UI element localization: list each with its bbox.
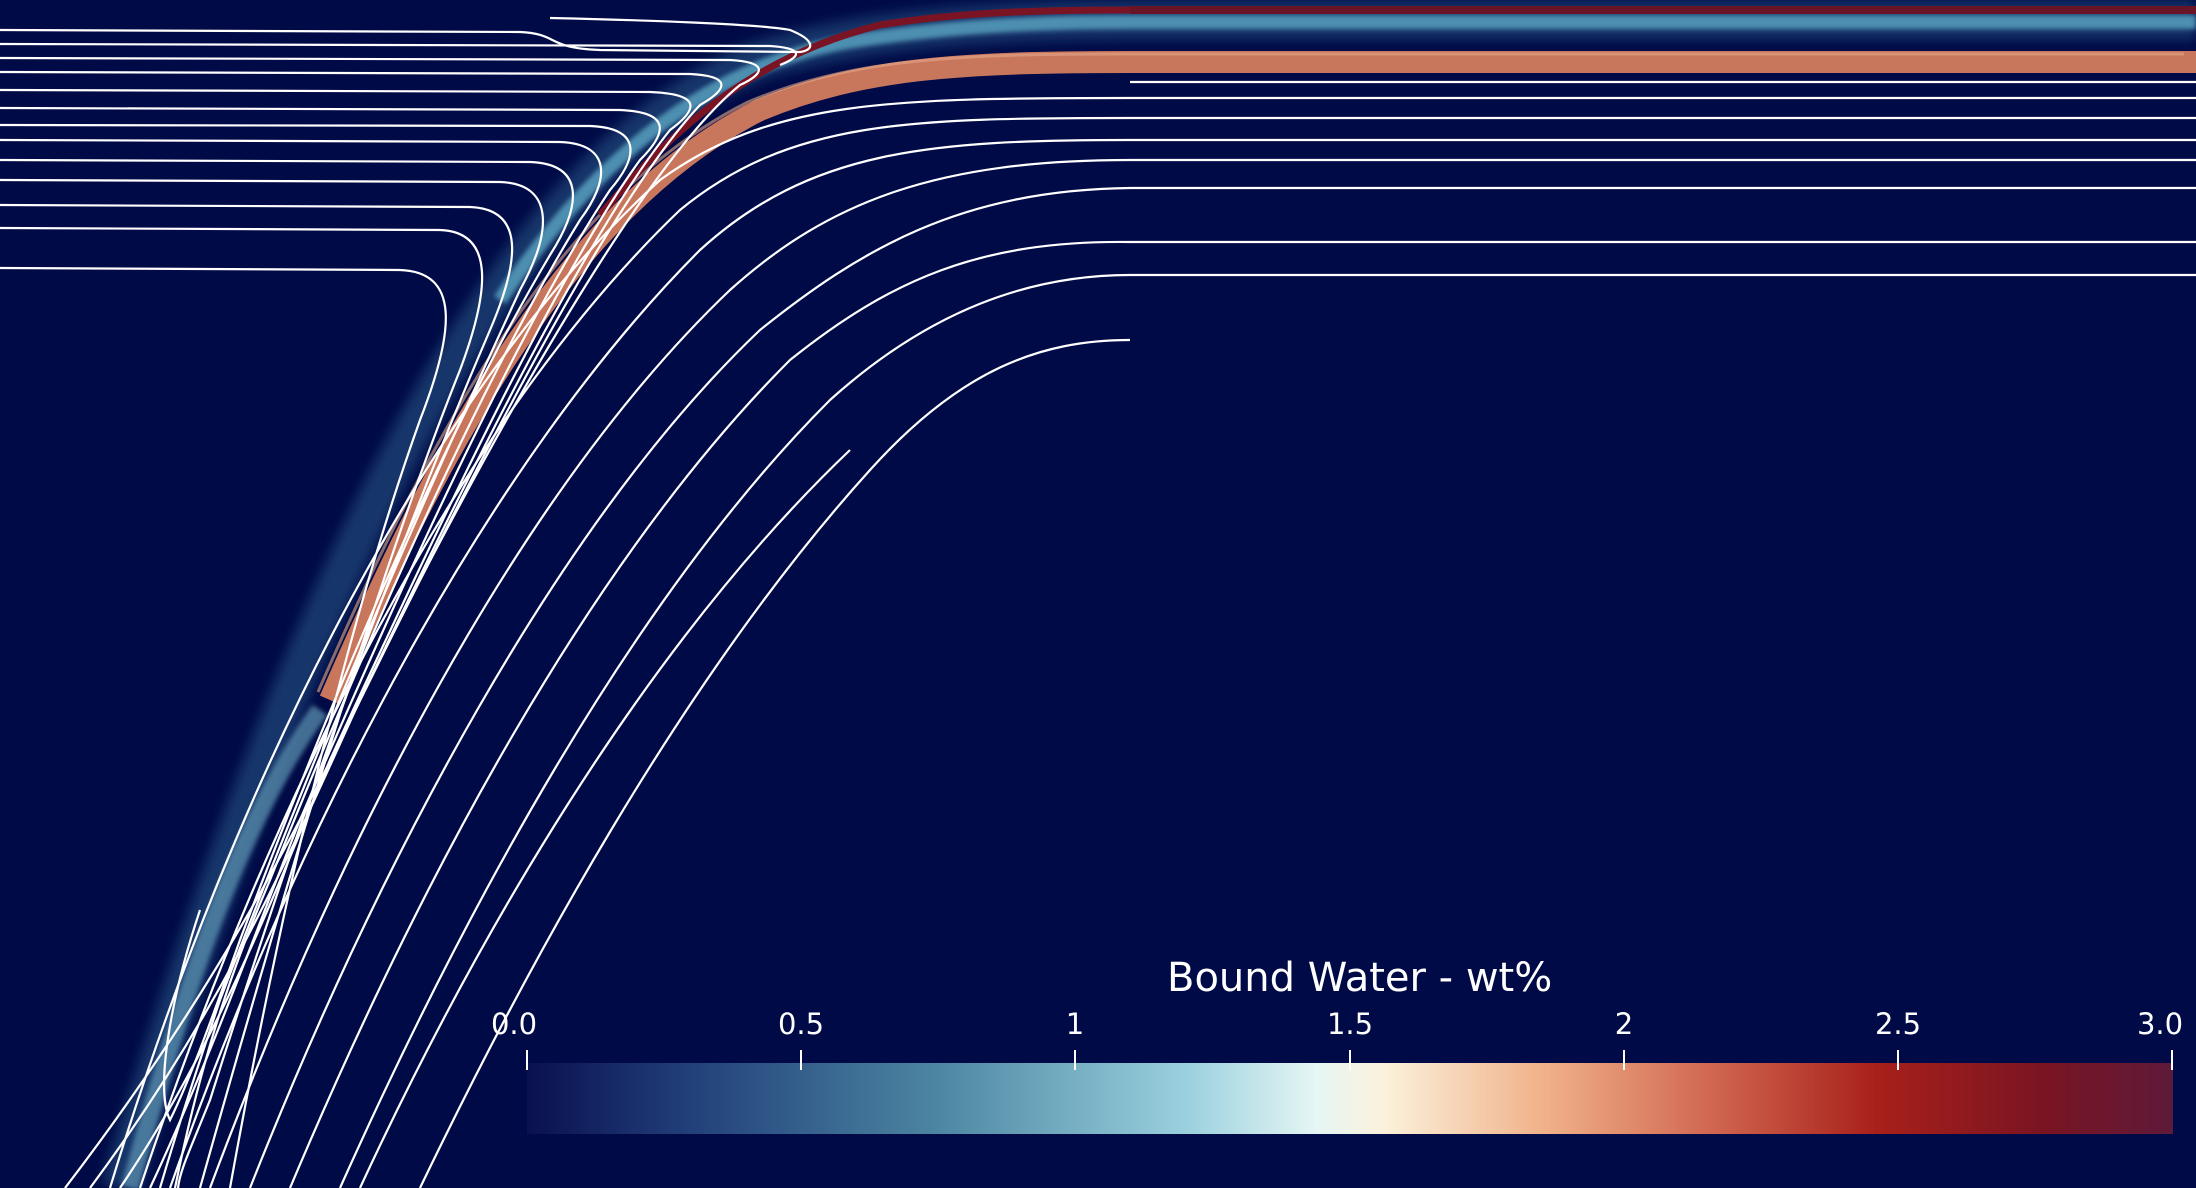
colorbar-title: Bound Water - wt%	[1167, 955, 1553, 1001]
streamline	[419, 338, 1131, 1188]
colorbar-tick-label: 2	[1614, 1007, 1634, 1041]
streamline	[0, 138, 603, 1188]
streamline	[0, 16, 812, 54]
streamline	[0, 203, 514, 1188]
colorbar-gradient	[527, 1063, 2173, 1134]
streamline	[0, 88, 692, 1188]
streamline	[0, 56, 760, 581]
colorbar-tick-label: 1	[1065, 1007, 1085, 1041]
streamline	[0, 123, 632, 1188]
streamline	[0, 106, 661, 1188]
streamline	[208, 158, 2196, 1188]
field-lower-blue-band	[121, 704, 328, 1188]
colorbar-tick-label: 1.5	[1326, 1007, 1374, 1041]
colorbar-ticks	[526, 1050, 2173, 1070]
streamline	[0, 70, 723, 1188]
field-upper-blue-band	[494, 15, 2196, 304]
colorbar-tick-label: 2.5	[1874, 1007, 1922, 1041]
streamline	[138, 116, 2196, 1188]
streamline	[359, 449, 851, 1188]
streamlines	[0, 16, 2196, 1188]
colorbar-tick-label: 0.0	[490, 1007, 538, 1041]
colorbar-tick-label: 0.5	[777, 1007, 825, 1041]
streamline	[0, 178, 544, 1188]
colorbar	[526, 1050, 2173, 1134]
colorbar-tick-label: 3.0	[2136, 1007, 2184, 1041]
streamline	[168, 138, 2196, 1188]
streamline	[288, 240, 2196, 1188]
streamline	[108, 96, 2196, 1188]
streamline	[0, 266, 447, 1188]
streamline	[338, 273, 2196, 1188]
streamline	[248, 186, 2196, 1188]
